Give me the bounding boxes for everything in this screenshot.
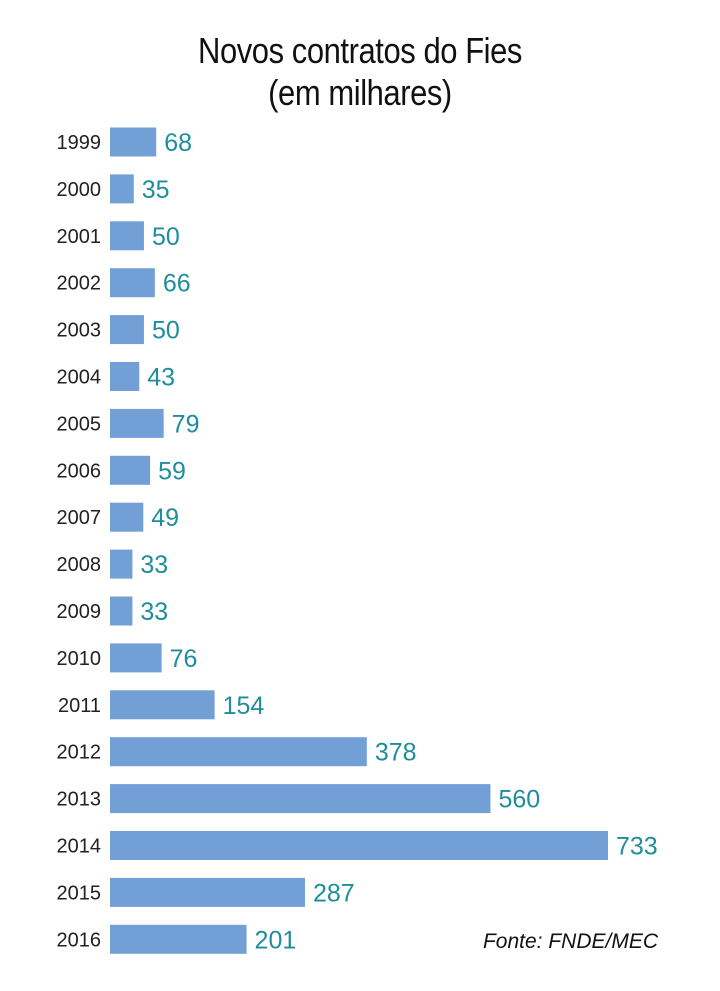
bar — [110, 924, 247, 954]
year-label: 2004 — [57, 367, 102, 389]
bar — [110, 221, 144, 251]
value-label: 50 — [152, 223, 180, 251]
bar — [110, 127, 157, 157]
year-label: 2008 — [57, 554, 102, 576]
year-label: 2005 — [57, 413, 102, 435]
bar-row-2012: 2012 378 — [57, 737, 417, 767]
bar — [110, 877, 305, 907]
year-label: 2011 — [58, 695, 101, 717]
bar — [110, 784, 491, 814]
value-label: 33 — [140, 551, 168, 579]
year-label: 2000 — [57, 179, 102, 201]
year-label: 2014 — [57, 836, 102, 858]
year-label: 2009 — [57, 601, 102, 623]
bar-row-2011: 2011 154 — [58, 690, 264, 720]
bar-row-2007: 2007 49 — [57, 502, 179, 532]
chart-title-block: Novos contratos do Fies (em milhares) — [50, 30, 669, 114]
bar — [110, 174, 134, 204]
bar-row-2004: 2004 43 — [57, 362, 175, 392]
year-label: 2003 — [57, 320, 102, 342]
bar — [110, 549, 133, 579]
year-label: 2013 — [57, 789, 102, 811]
source-note: Fonte: FNDE/MEC — [482, 930, 658, 953]
bar — [110, 362, 140, 391]
value-label: 49 — [151, 504, 179, 532]
year-label: 2015 — [57, 882, 102, 904]
bar — [110, 268, 155, 298]
bar-row-2014: 2014 733 — [57, 831, 658, 861]
value-label: 59 — [158, 457, 186, 485]
bar-row-2001: 2001 50 — [57, 221, 180, 251]
value-label: 79 — [172, 410, 200, 438]
bar-row-2008: 2008 33 — [57, 549, 168, 579]
bar-row-2013: 2013 560 — [57, 784, 540, 814]
value-label: 43 — [147, 364, 175, 392]
bar-row-2005: 2005 79 — [57, 408, 200, 438]
bar-row-1999: 1999 68 — [57, 127, 192, 157]
bar — [110, 737, 367, 767]
value-label: 66 — [163, 270, 191, 298]
value-label: 378 — [375, 739, 417, 767]
year-label: 2016 — [57, 929, 102, 951]
value-label: 68 — [164, 129, 192, 157]
bar — [110, 408, 164, 438]
year-label: 2001 — [57, 226, 102, 248]
value-label: 33 — [140, 598, 168, 626]
value-label: 287 — [313, 879, 355, 907]
year-label: 2007 — [57, 507, 102, 529]
year-label: 2012 — [57, 742, 102, 764]
bar — [110, 596, 133, 626]
value-label: 35 — [142, 176, 170, 204]
bar-row-2000: 2000 35 — [57, 174, 170, 204]
bar — [110, 690, 215, 720]
bar-row-2009: 2009 33 — [57, 596, 168, 626]
year-label: 1999 — [57, 132, 102, 154]
bar — [110, 831, 608, 860]
bar-row-2015: 2015 287 — [57, 877, 355, 907]
bar — [110, 455, 151, 485]
value-label: 50 — [152, 317, 180, 345]
bar-row-2016: 2016 201 — [57, 924, 297, 954]
value-label: 201 — [255, 926, 297, 954]
value-label: 76 — [170, 645, 198, 673]
bar — [110, 502, 144, 532]
chart-title: Novos contratos do Fies — [198, 30, 522, 71]
bar — [110, 643, 162, 673]
year-label: 2002 — [57, 273, 102, 295]
bar-row-2006: 2006 59 — [57, 455, 186, 485]
year-label: 2010 — [57, 648, 102, 670]
chart-subtitle: (em milhares) — [268, 72, 452, 113]
bar-row-2010: 2010 76 — [57, 643, 198, 673]
value-label: 154 — [223, 692, 265, 720]
value-label: 733 — [616, 833, 658, 861]
bar — [110, 315, 144, 345]
value-label: 560 — [498, 786, 540, 814]
year-label: 2006 — [57, 460, 102, 482]
bar-row-2003: 2003 50 — [57, 315, 180, 345]
bar-row-2002: 2002 66 — [57, 268, 191, 298]
